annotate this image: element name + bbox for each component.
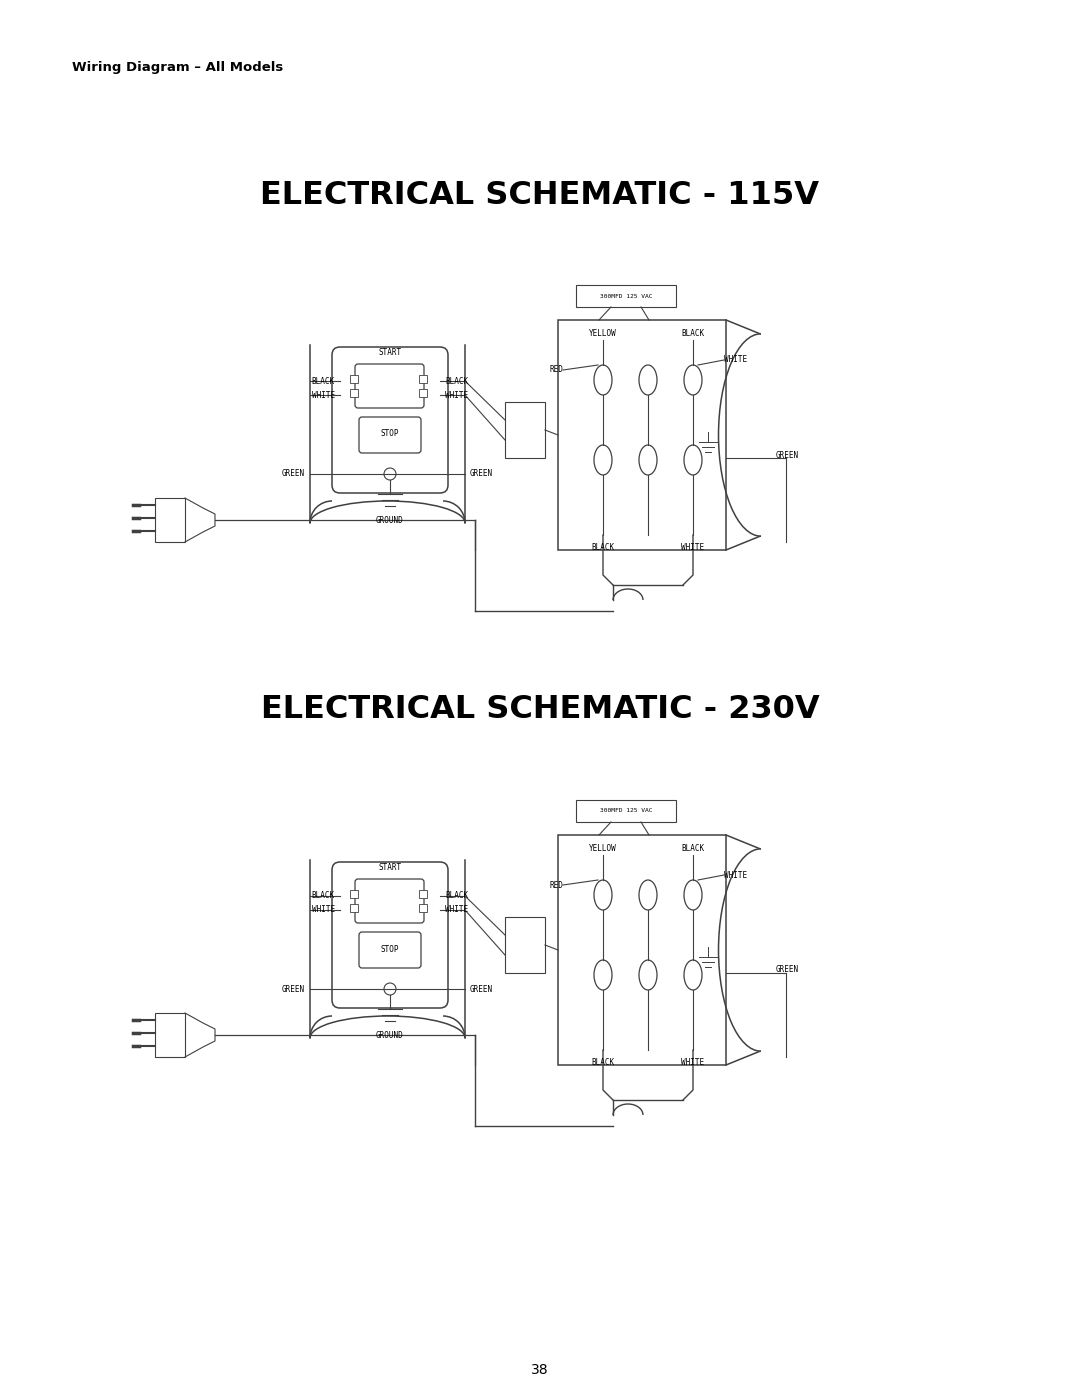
Bar: [350, 374, 357, 383]
Bar: [350, 388, 357, 397]
Text: RED: RED: [549, 880, 563, 890]
Text: GREEN: GREEN: [470, 469, 494, 479]
Bar: [350, 904, 357, 912]
Text: 300MFD 125 VAC: 300MFD 125 VAC: [599, 293, 652, 299]
FancyBboxPatch shape: [355, 879, 424, 923]
Text: RED: RED: [549, 366, 563, 374]
Bar: [419, 388, 427, 397]
Ellipse shape: [684, 446, 702, 475]
Text: WHITE: WHITE: [681, 543, 704, 552]
Text: STOP: STOP: [381, 429, 400, 439]
Bar: [350, 890, 357, 898]
Text: WHITE: WHITE: [445, 391, 468, 400]
FancyBboxPatch shape: [355, 365, 424, 408]
Ellipse shape: [684, 960, 702, 990]
FancyBboxPatch shape: [359, 416, 421, 453]
Text: ELECTRICAL SCHEMATIC - 230V: ELECTRICAL SCHEMATIC - 230V: [260, 694, 820, 725]
Text: 38: 38: [531, 1363, 549, 1377]
Bar: [505, 402, 545, 458]
Text: YELLOW: YELLOW: [589, 330, 617, 338]
Text: BLACK: BLACK: [445, 377, 468, 386]
Bar: [419, 904, 427, 912]
Text: GROUND: GROUND: [376, 515, 404, 525]
Ellipse shape: [594, 446, 612, 475]
Ellipse shape: [639, 365, 657, 395]
Text: GREEN: GREEN: [282, 469, 305, 479]
Text: Wiring Diagram – All Models: Wiring Diagram – All Models: [72, 61, 283, 74]
Bar: [419, 374, 427, 383]
Bar: [419, 890, 427, 898]
Text: GREEN: GREEN: [777, 450, 799, 460]
Text: WHITE: WHITE: [445, 905, 468, 915]
Text: START: START: [378, 863, 402, 872]
Bar: [576, 285, 676, 307]
Bar: [558, 320, 726, 550]
Bar: [156, 497, 185, 542]
Text: BLACK: BLACK: [592, 1058, 615, 1067]
Text: BLACK: BLACK: [312, 377, 335, 386]
FancyBboxPatch shape: [359, 932, 421, 968]
Ellipse shape: [639, 960, 657, 990]
Text: WHITE: WHITE: [681, 1058, 704, 1067]
Text: GREEN: GREEN: [470, 985, 494, 993]
Ellipse shape: [639, 880, 657, 909]
Bar: [505, 916, 545, 972]
Circle shape: [384, 468, 396, 481]
Bar: [156, 1013, 185, 1058]
Text: BLACK: BLACK: [592, 543, 615, 552]
Text: BLACK: BLACK: [681, 844, 704, 854]
Text: BLACK: BLACK: [681, 330, 704, 338]
Text: WHITE: WHITE: [312, 905, 335, 915]
Text: GREEN: GREEN: [282, 985, 305, 993]
Text: GROUND: GROUND: [376, 1031, 404, 1039]
Text: GREEN: GREEN: [777, 965, 799, 975]
Text: WHITE: WHITE: [724, 355, 747, 365]
Text: WHITE: WHITE: [724, 870, 747, 880]
Text: 300MFD 125 VAC: 300MFD 125 VAC: [599, 809, 652, 813]
Ellipse shape: [684, 880, 702, 909]
Text: ELECTRICAL SCHEMATIC - 115V: ELECTRICAL SCHEMATIC - 115V: [260, 179, 820, 211]
Ellipse shape: [594, 365, 612, 395]
Ellipse shape: [684, 365, 702, 395]
Text: YELLOW: YELLOW: [589, 844, 617, 854]
Ellipse shape: [594, 880, 612, 909]
Bar: [576, 800, 676, 821]
Text: START: START: [378, 348, 402, 358]
Circle shape: [384, 983, 396, 995]
Text: BLACK: BLACK: [312, 891, 335, 901]
Bar: [558, 835, 726, 1065]
Text: STOP: STOP: [381, 944, 400, 954]
Ellipse shape: [594, 960, 612, 990]
Text: WHITE: WHITE: [312, 391, 335, 400]
Text: BLACK: BLACK: [445, 891, 468, 901]
Ellipse shape: [639, 446, 657, 475]
